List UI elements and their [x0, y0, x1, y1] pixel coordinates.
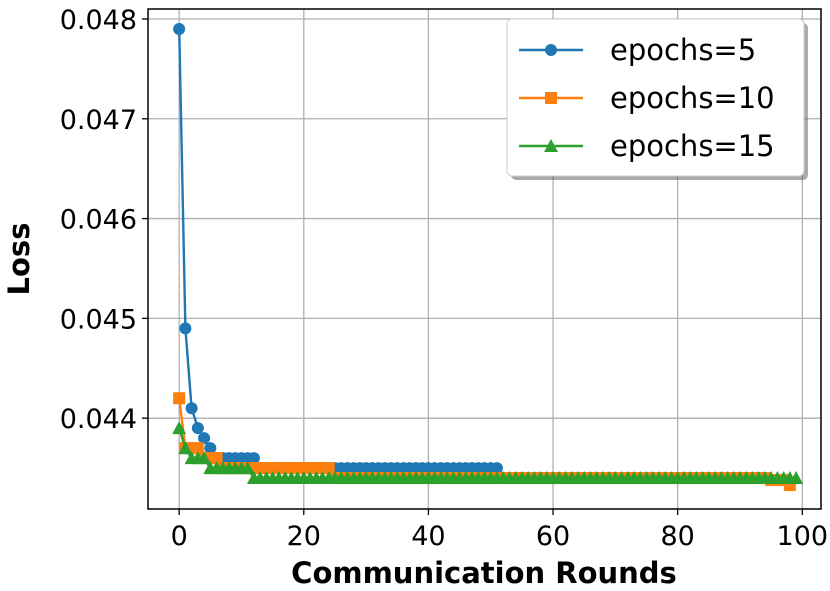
x-tick-label: 60: [536, 521, 570, 552]
y-tick-label: 0.044: [60, 404, 137, 435]
x-tick-label: 80: [660, 521, 694, 552]
data-point: [173, 22, 186, 35]
legend-marker: [545, 92, 557, 104]
data-point: [179, 322, 192, 335]
legend-label: epochs=5: [610, 33, 756, 67]
x-tick-label: 40: [411, 521, 445, 552]
y-tick-label: 0.045: [60, 304, 137, 335]
data-point: [240, 461, 255, 475]
x-tick-label: 0: [171, 521, 188, 552]
data-point: [247, 452, 260, 465]
data-point: [185, 402, 198, 415]
data-point: [490, 462, 503, 475]
data-point: [322, 462, 335, 475]
x-tick-label: 20: [287, 521, 321, 552]
y-tick-label: 0.048: [60, 5, 137, 36]
legend-entry-epochs-10: epochs=10: [519, 81, 775, 115]
legend-label: epochs=15: [610, 129, 775, 163]
data-point: [198, 432, 211, 445]
legend: epochs=5 epochs=10 epochs=15: [506, 18, 808, 180]
data-point: [789, 471, 804, 485]
data-point: [172, 421, 187, 435]
legend-box: [506, 18, 805, 177]
x-tick-label: 100: [777, 521, 829, 552]
legend-marker: [545, 44, 557, 56]
series-epochs-15: [172, 421, 804, 485]
data-point: [178, 441, 193, 455]
data-point: [197, 451, 212, 465]
legend-marker: [544, 139, 558, 152]
data-point: [173, 392, 186, 405]
legend-entry-epochs-5: epochs=5: [519, 33, 756, 67]
legend-label: epochs=10: [610, 81, 775, 115]
y-tick-label: 0.047: [60, 105, 137, 136]
y-axis-title: Loss: [2, 223, 36, 296]
y-axis-ticks: 0.044 0.045 0.046 0.047 0.048: [60, 5, 148, 435]
series-layer: [172, 22, 804, 492]
y-tick-label: 0.046: [60, 205, 137, 236]
plot-frame: [147, 8, 822, 510]
data-point: [191, 442, 204, 455]
data-point: [204, 442, 217, 455]
x-axis-title: Communication Rounds: [291, 556, 677, 590]
x-axis-ticks: 0 20 40 60 80 100: [171, 509, 829, 552]
data-point: [191, 422, 204, 435]
legend-entry-epochs-15: epochs=15: [519, 129, 775, 163]
data-point: [210, 452, 223, 465]
